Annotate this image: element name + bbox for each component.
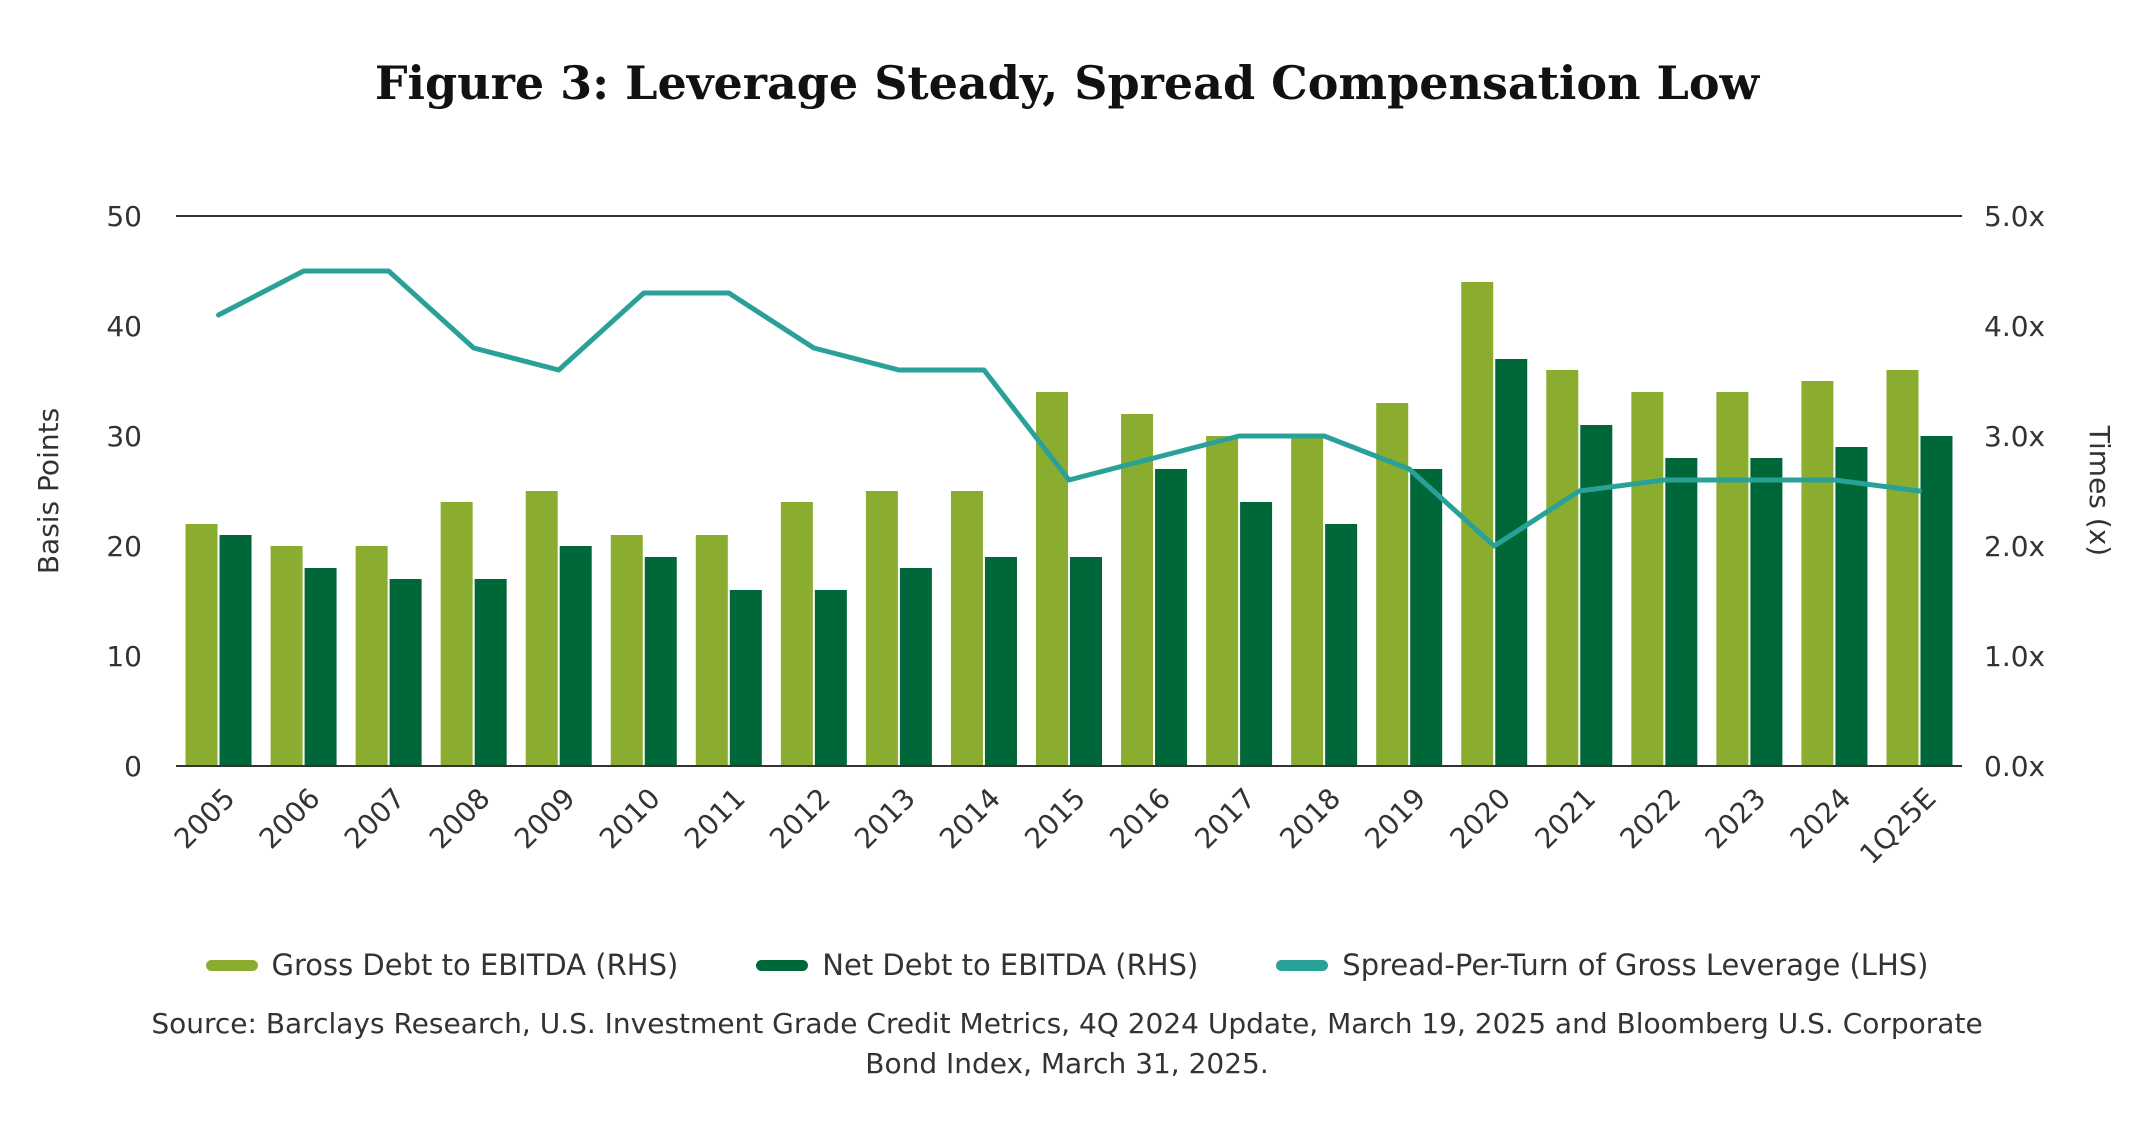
- net-bar-2015: [1070, 557, 1102, 766]
- gross-bar-2022: [1631, 392, 1664, 766]
- x-tick-label: 2011: [678, 782, 752, 856]
- net-bar-2020: [1495, 359, 1528, 766]
- gross-bar-2007: [355, 546, 388, 766]
- net-bar-2021: [1580, 425, 1613, 766]
- legend: Gross Debt to EBITDA (RHS) Net Debt to E…: [0, 948, 2134, 982]
- gross-bar-2011: [695, 535, 728, 766]
- y-axis-title: Basis Points: [32, 408, 65, 574]
- gross-bar-2021: [1546, 370, 1579, 766]
- gross-bar-2009: [525, 491, 558, 766]
- x-tick-label: 2008: [423, 782, 497, 856]
- net-bar-2008: [474, 579, 507, 766]
- gross-bar-2010: [610, 535, 643, 766]
- net-bar-2006: [304, 568, 337, 766]
- line-layer: [216, 268, 1922, 549]
- y2-axis-title: Times (x): [2083, 425, 2116, 556]
- x-tick-label: 2013: [848, 782, 922, 856]
- x-tick-label: 2010: [593, 782, 667, 856]
- legend-swatch-gross: [205, 959, 258, 971]
- gross-bar-2020: [1461, 282, 1494, 766]
- net-bar-2009: [559, 546, 592, 766]
- gross-bar-2016: [1121, 414, 1154, 766]
- net-bar-2010: [644, 557, 677, 766]
- gross-bar-2008: [440, 502, 473, 766]
- gross-bar-2005: [185, 524, 218, 766]
- left-tick-label: 10: [106, 640, 142, 673]
- net-bar-2023: [1750, 458, 1783, 766]
- x-tick-label: 2007: [338, 782, 412, 856]
- x-tick-label: 2022: [1614, 782, 1688, 856]
- right-tick-label: 5.0x: [1984, 200, 2045, 233]
- legend-swatch-net: [756, 959, 809, 971]
- left-tick-label: 0: [124, 750, 142, 783]
- gross-bar-2013: [865, 491, 898, 766]
- right-tick-label: 3.0x: [1984, 420, 2045, 453]
- x-tick-label: 2017: [1188, 782, 1262, 856]
- x-tick-label: 2009: [508, 782, 582, 856]
- legend-item-spread: Spread-Per-Turn of Gross Leverage (LHS): [1276, 948, 1929, 982]
- gross-bar-2014: [950, 491, 983, 766]
- net-bar-2013: [899, 568, 932, 766]
- net-bar-2005: [219, 535, 252, 766]
- gross-bar-2018: [1291, 436, 1324, 766]
- gross-bar-2006: [270, 546, 303, 766]
- x-tick-label: 2015: [1018, 782, 1092, 856]
- gross-bar-2012: [780, 502, 813, 766]
- left-tick-label: 50: [106, 200, 142, 233]
- x-tick-label: 2006: [253, 782, 327, 856]
- net-bar-2016: [1155, 469, 1188, 766]
- x-tick-label: 2019: [1358, 782, 1432, 856]
- chart-title: Figure 3: Leverage Steady, Spread Compen…: [374, 56, 1760, 110]
- net-bar-1Q25E: [1920, 436, 1953, 766]
- spread-line: [216, 268, 1922, 549]
- bars-layer: [185, 282, 1953, 766]
- gross-bar-2017: [1206, 436, 1239, 766]
- legend-label-gross: Gross Debt to EBITDA (RHS): [271, 948, 679, 982]
- net-bar-2022: [1665, 458, 1698, 766]
- gross-bar-2015: [1036, 392, 1068, 766]
- x-tick-label: 2005: [168, 782, 242, 856]
- x-tick-label: 2014: [933, 782, 1007, 856]
- x-tick-label: 2016: [1103, 782, 1177, 856]
- legend-swatch-spread: [1276, 959, 1329, 971]
- source-note: Source: Barclays Research, U.S. Investme…: [151, 1007, 1983, 1080]
- legend-label-spread: Spread-Per-Turn of Gross Leverage (LHS): [1342, 948, 1929, 982]
- net-bar-2019: [1410, 469, 1443, 766]
- net-bar-2014: [984, 557, 1017, 766]
- x-tick-label: 2012: [763, 782, 837, 856]
- x-tick-label: 2018: [1273, 782, 1347, 856]
- gross-bar-2023: [1716, 392, 1749, 766]
- x-tick-label: 1Q25E: [1853, 782, 1942, 871]
- x-tick-label: 2024: [1784, 782, 1858, 856]
- left-tick-label: 40: [106, 310, 142, 343]
- left-tick-label: 30: [106, 420, 142, 453]
- net-bar-2011: [729, 590, 762, 766]
- legend-item-gross: Gross Debt to EBITDA (RHS): [205, 948, 679, 982]
- right-tick-label: 2.0x: [1984, 530, 2045, 563]
- right-tick-label: 0.0x: [1984, 750, 2045, 783]
- net-bar-2017: [1240, 502, 1273, 766]
- legend-item-net: Net Debt to EBITDA (RHS): [756, 948, 1198, 982]
- x-tick-label: 2020: [1443, 782, 1517, 856]
- right-tick-label: 1.0x: [1984, 640, 2045, 673]
- x-tick-label: 2023: [1699, 782, 1773, 856]
- gross-bar-1Q25E: [1886, 370, 1919, 766]
- gross-bar-2024: [1801, 381, 1834, 766]
- x-tick-label: 2021: [1529, 782, 1603, 856]
- left-tick-label: 20: [106, 530, 142, 563]
- net-bar-2024: [1835, 447, 1868, 766]
- right-tick-label: 4.0x: [1984, 310, 2045, 343]
- net-bar-2007: [389, 579, 422, 766]
- net-bar-2012: [814, 590, 847, 766]
- net-bar-2018: [1325, 524, 1358, 766]
- legend-label-net: Net Debt to EBITDA (RHS): [822, 948, 1199, 982]
